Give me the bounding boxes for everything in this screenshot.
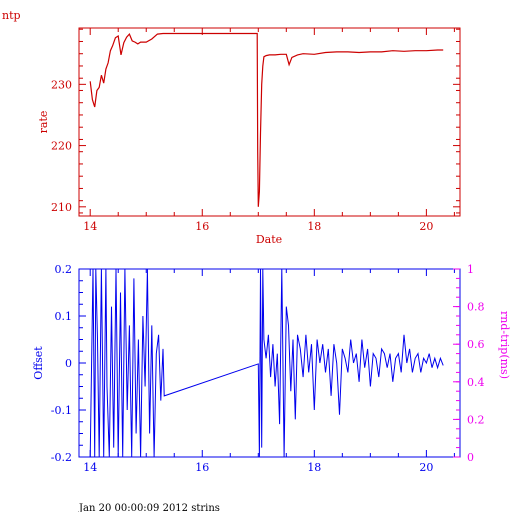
rate-y-tick-label: 230 [51, 78, 72, 91]
roundtrip-y-tick-label: 0.6 [467, 338, 485, 351]
rate-series-line [89, 32, 444, 207]
rate-x-tick-label: 18 [307, 220, 321, 233]
offset-chart: 14 16 18 20 -0.2 -0.1 0 0.1 0.2 0 0.2 0.4 0.6 0.8 1 Of… [32, 263, 511, 474]
offset-y-axis-label: Offset [32, 346, 45, 380]
rate-x-tick-label: 20 [419, 220, 433, 233]
roundtrip-y-axis-label: rnd-trip(ms) [498, 311, 511, 379]
roundtrip-y-tick-label: 0.4 [467, 376, 485, 389]
offset-series-line [89, 268, 444, 458]
rate-plot-frame [78, 27, 461, 217]
rate-x-tick-label: 16 [195, 220, 209, 233]
rate-x-axis-label: Date [256, 233, 282, 246]
roundtrip-y-tick-label: 0 [467, 451, 474, 464]
offset-y-tick-label: -0.1 [51, 404, 72, 417]
footer-timestamp: Jan 20 00:00:09 2012 strins [78, 503, 220, 512]
roundtrip-y-tick-label: 0.2 [467, 413, 485, 426]
offset-y-tick-label: 0 [65, 357, 72, 370]
offset-y-tick-label: -0.2 [51, 451, 72, 464]
offset-x-tick-label: 20 [419, 461, 433, 474]
offset-y-tick-label: 0.1 [55, 310, 73, 323]
roundtrip-y-tick-label: 0.8 [467, 301, 485, 314]
rate-y-tick-label: 210 [51, 201, 72, 214]
offset-y-tick-label: 0.2 [55, 263, 73, 276]
rate-y-tick-label: 220 [51, 140, 72, 153]
rate-chart: 14 16 18 20 210 220 230 Date rate [37, 27, 461, 246]
rate-y-axis-label: rate [37, 111, 50, 134]
roundtrip-y-tick-label: 1 [467, 263, 474, 276]
offset-x-tick-label: 16 [195, 461, 209, 474]
offset-x-tick-label: 14 [83, 461, 97, 474]
corner-label: ntp [2, 9, 21, 22]
rate-x-tick-label: 14 [83, 220, 97, 233]
offset-x-tick-label: 18 [307, 461, 321, 474]
